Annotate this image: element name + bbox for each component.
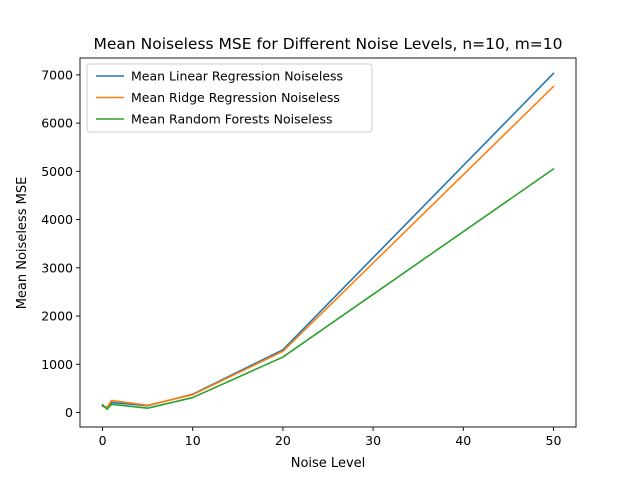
- x-axis-label: Noise Level: [291, 456, 366, 471]
- legend-label-2: Mean Ridge Regression Noiseless: [131, 90, 340, 105]
- x-tick-label: 40: [455, 433, 471, 448]
- y-tick-label: 1000: [41, 357, 73, 372]
- legend-label-1: Mean Linear Regression Noiseless: [131, 69, 343, 84]
- axes-frame: [79, 57, 577, 428]
- legend-box: [86, 63, 373, 133]
- x-tick-label: 20: [275, 433, 291, 448]
- y-tick-label: 6000: [41, 116, 73, 131]
- x-tick-label: 30: [365, 433, 381, 448]
- legend-label-3: Mean Random Forests Noiseless: [131, 112, 332, 127]
- series-lines: [101, 72, 555, 410]
- y-tick-label: 0: [65, 405, 73, 420]
- y-tick-label: 4000: [41, 212, 73, 227]
- chart-title: Mean Noiseless MSE for Different Noise L…: [93, 35, 562, 53]
- series-line-2: [101, 85, 555, 409]
- x-tick-label: 50: [546, 433, 562, 448]
- legend: Mean Linear Regression Noiseless Mean Rid…: [86, 63, 373, 133]
- y-tick-label: 3000: [41, 260, 73, 275]
- y-tick-label: 7000: [41, 67, 73, 82]
- axes: 0 10 20 30 40 50 0 1000 2000 3000 4000 5000 6000 7000: [41, 57, 577, 448]
- y-axis-label: Mean Noiseless MSE: [15, 177, 30, 310]
- series-line-3: [101, 167, 555, 410]
- x-tick-label: 10: [185, 433, 201, 448]
- x-tick-label: 0: [99, 433, 107, 448]
- y-tick-label: 2000: [41, 309, 73, 324]
- y-tick-label: 5000: [41, 164, 73, 179]
